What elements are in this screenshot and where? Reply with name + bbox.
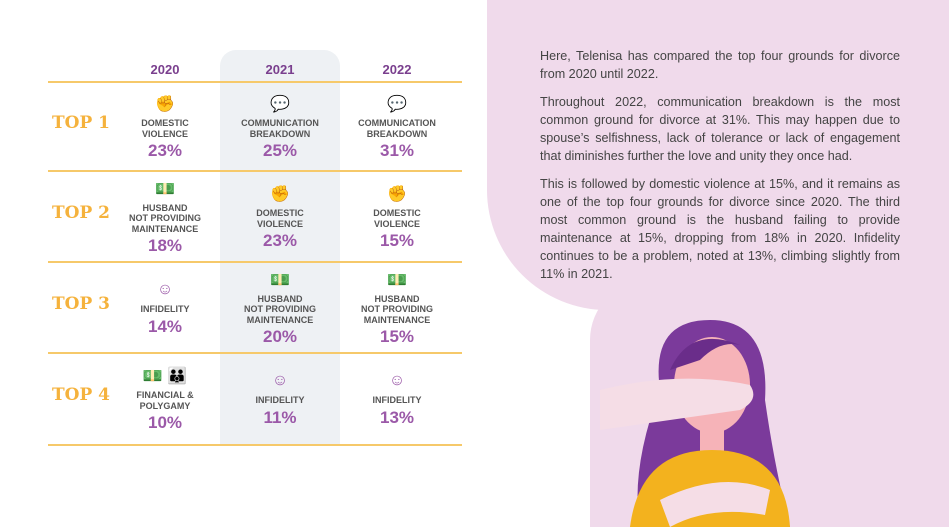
percentage: 11% [263, 407, 297, 427]
ground-label: INFIDELITY [372, 395, 422, 406]
paragraph: Here, Telenisa has compared the top four… [540, 49, 900, 81]
divider [48, 444, 462, 446]
table-cell: ✊ DOMESTIC VIOLENCE 23% [220, 173, 340, 261]
table-cell: 💵 HUSBAND NOT PROVIDING MAINTENANCE 15% [337, 264, 457, 352]
face-icon: ☺ [156, 281, 174, 299]
row-label: TOP 2 [52, 203, 110, 223]
table-cell: 💵 👪 FINANCIAL & POLYGAMY 10% [105, 355, 225, 443]
percentage: 13% [379, 407, 415, 427]
percentage: 20% [262, 327, 298, 347]
woman-covered-mouth-illustration [600, 320, 790, 527]
row-label: TOP 3 [52, 294, 110, 314]
percentage: 18% [147, 236, 183, 256]
description: Here, Telenisa has compared the top four… [540, 47, 900, 293]
year-header: 2020 [150, 62, 180, 77]
money-icon: 💵 [387, 271, 407, 289]
table-cell: ☺ INFIDELITY 13% [337, 355, 457, 443]
percentage: 15% [379, 231, 415, 250]
divider [48, 352, 462, 354]
percentage: 23% [262, 231, 298, 250]
domestic-violence-icon: ✊ [387, 186, 407, 203]
percentage: 15% [379, 327, 415, 347]
paragraph: This is followed by domestic violence at… [540, 177, 900, 281]
table-cell: ☺ INFIDELITY 11% [220, 355, 340, 443]
ground-label: COMMUNICATION BREAKDOWN [241, 118, 319, 139]
ground-label: DOMESTIC VIOLENCE [256, 208, 304, 229]
table-cell: ☺ INFIDELITY 14% [105, 264, 225, 352]
broken-speech-icon: 💬 [270, 96, 290, 113]
table-cell: 💵 HUSBAND NOT PROVIDING MAINTENANCE 18% [105, 173, 225, 261]
ground-label: HUSBAND NOT PROVIDING MAINTENANCE [243, 293, 316, 325]
table-cell: ✊ DOMESTIC VIOLENCE 15% [337, 173, 457, 261]
money-polygamy-icon: 💵 👪 [142, 368, 188, 385]
row-label: TOP 4 [52, 385, 110, 405]
domestic-violence-icon: ✊ [155, 96, 175, 113]
ground-label: INFIDELITY [140, 304, 190, 315]
ground-label: INFIDELITY [255, 395, 305, 406]
percentage: 14% [147, 316, 183, 336]
money-icon: 💵 [270, 271, 290, 289]
divider [48, 261, 462, 263]
divider [48, 81, 462, 83]
text-panel [487, 0, 949, 310]
ground-label: DOMESTIC VIOLENCE [141, 118, 189, 139]
percentage: 10% [147, 413, 183, 432]
money-icon: 💵 [155, 180, 175, 198]
broken-speech-icon: 💬 [387, 96, 407, 113]
percentage: 31% [379, 141, 415, 160]
ground-label: HUSBAND NOT PROVIDING MAINTENANCE [128, 202, 201, 234]
face-icon: ☺ [388, 372, 406, 390]
highlighted-column-2021 [220, 50, 340, 445]
face-icon: ☺ [271, 372, 289, 390]
row-label: TOP 1 [52, 113, 110, 133]
percentage: 25% [262, 141, 298, 160]
year-header: 2022 [382, 62, 412, 77]
ground-label: HUSBAND NOT PROVIDING MAINTENANCE [360, 293, 433, 325]
ground-label: COMMUNICATION BREAKDOWN [358, 118, 436, 139]
paragraph: Throughout 2022, communication breakdown… [540, 95, 900, 163]
percentage: 23% [147, 141, 183, 160]
table-cell: 💬 COMMUNICATION BREAKDOWN 25% [220, 83, 340, 171]
table-cell: 💵 HUSBAND NOT PROVIDING MAINTENANCE 20% [220, 264, 340, 352]
ground-label: FINANCIAL & POLYGAMY [136, 390, 194, 411]
table-cell: 💬 COMMUNICATION BREAKDOWN 31% [337, 83, 457, 171]
table-cell: ✊ DOMESTIC VIOLENCE 23% [105, 83, 225, 171]
ground-label: DOMESTIC VIOLENCE [373, 208, 421, 229]
year-header: 2021 [265, 62, 295, 77]
divider [48, 170, 462, 172]
domestic-violence-icon: ✊ [270, 186, 290, 203]
